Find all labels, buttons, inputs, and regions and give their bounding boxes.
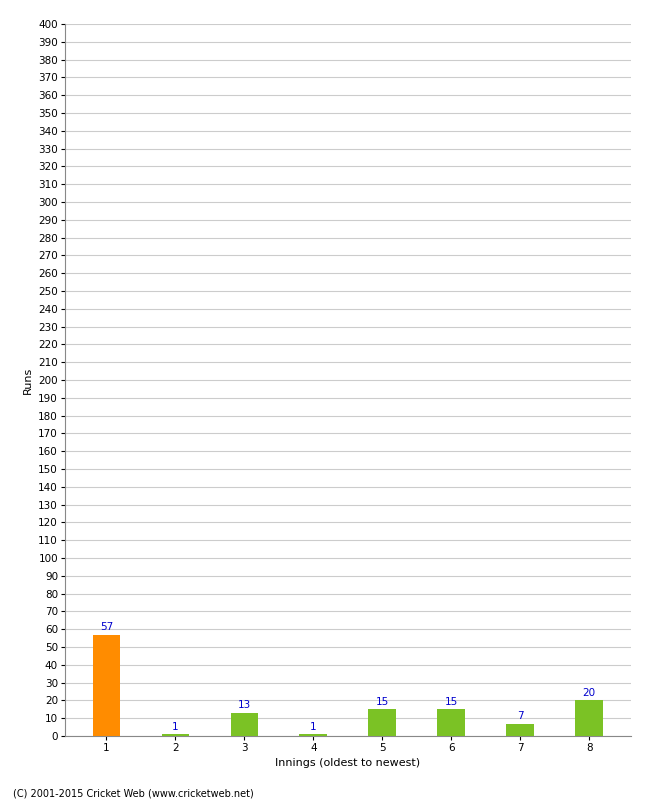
- Text: 7: 7: [517, 711, 523, 721]
- Text: 1: 1: [310, 722, 317, 731]
- Bar: [92, 634, 120, 736]
- Y-axis label: Runs: Runs: [23, 366, 32, 394]
- Bar: [162, 734, 189, 736]
- Bar: [300, 734, 327, 736]
- Bar: [437, 710, 465, 736]
- X-axis label: Innings (oldest to newest): Innings (oldest to newest): [275, 758, 421, 769]
- Text: (C) 2001-2015 Cricket Web (www.cricketweb.net): (C) 2001-2015 Cricket Web (www.cricketwe…: [13, 788, 254, 798]
- Bar: [231, 713, 258, 736]
- Bar: [575, 701, 603, 736]
- Text: 20: 20: [582, 688, 595, 698]
- Text: 15: 15: [376, 697, 389, 706]
- Text: 13: 13: [238, 700, 251, 710]
- Bar: [506, 723, 534, 736]
- Text: 15: 15: [445, 697, 458, 706]
- Text: 1: 1: [172, 722, 179, 731]
- Bar: [369, 710, 396, 736]
- Text: 57: 57: [99, 622, 113, 632]
